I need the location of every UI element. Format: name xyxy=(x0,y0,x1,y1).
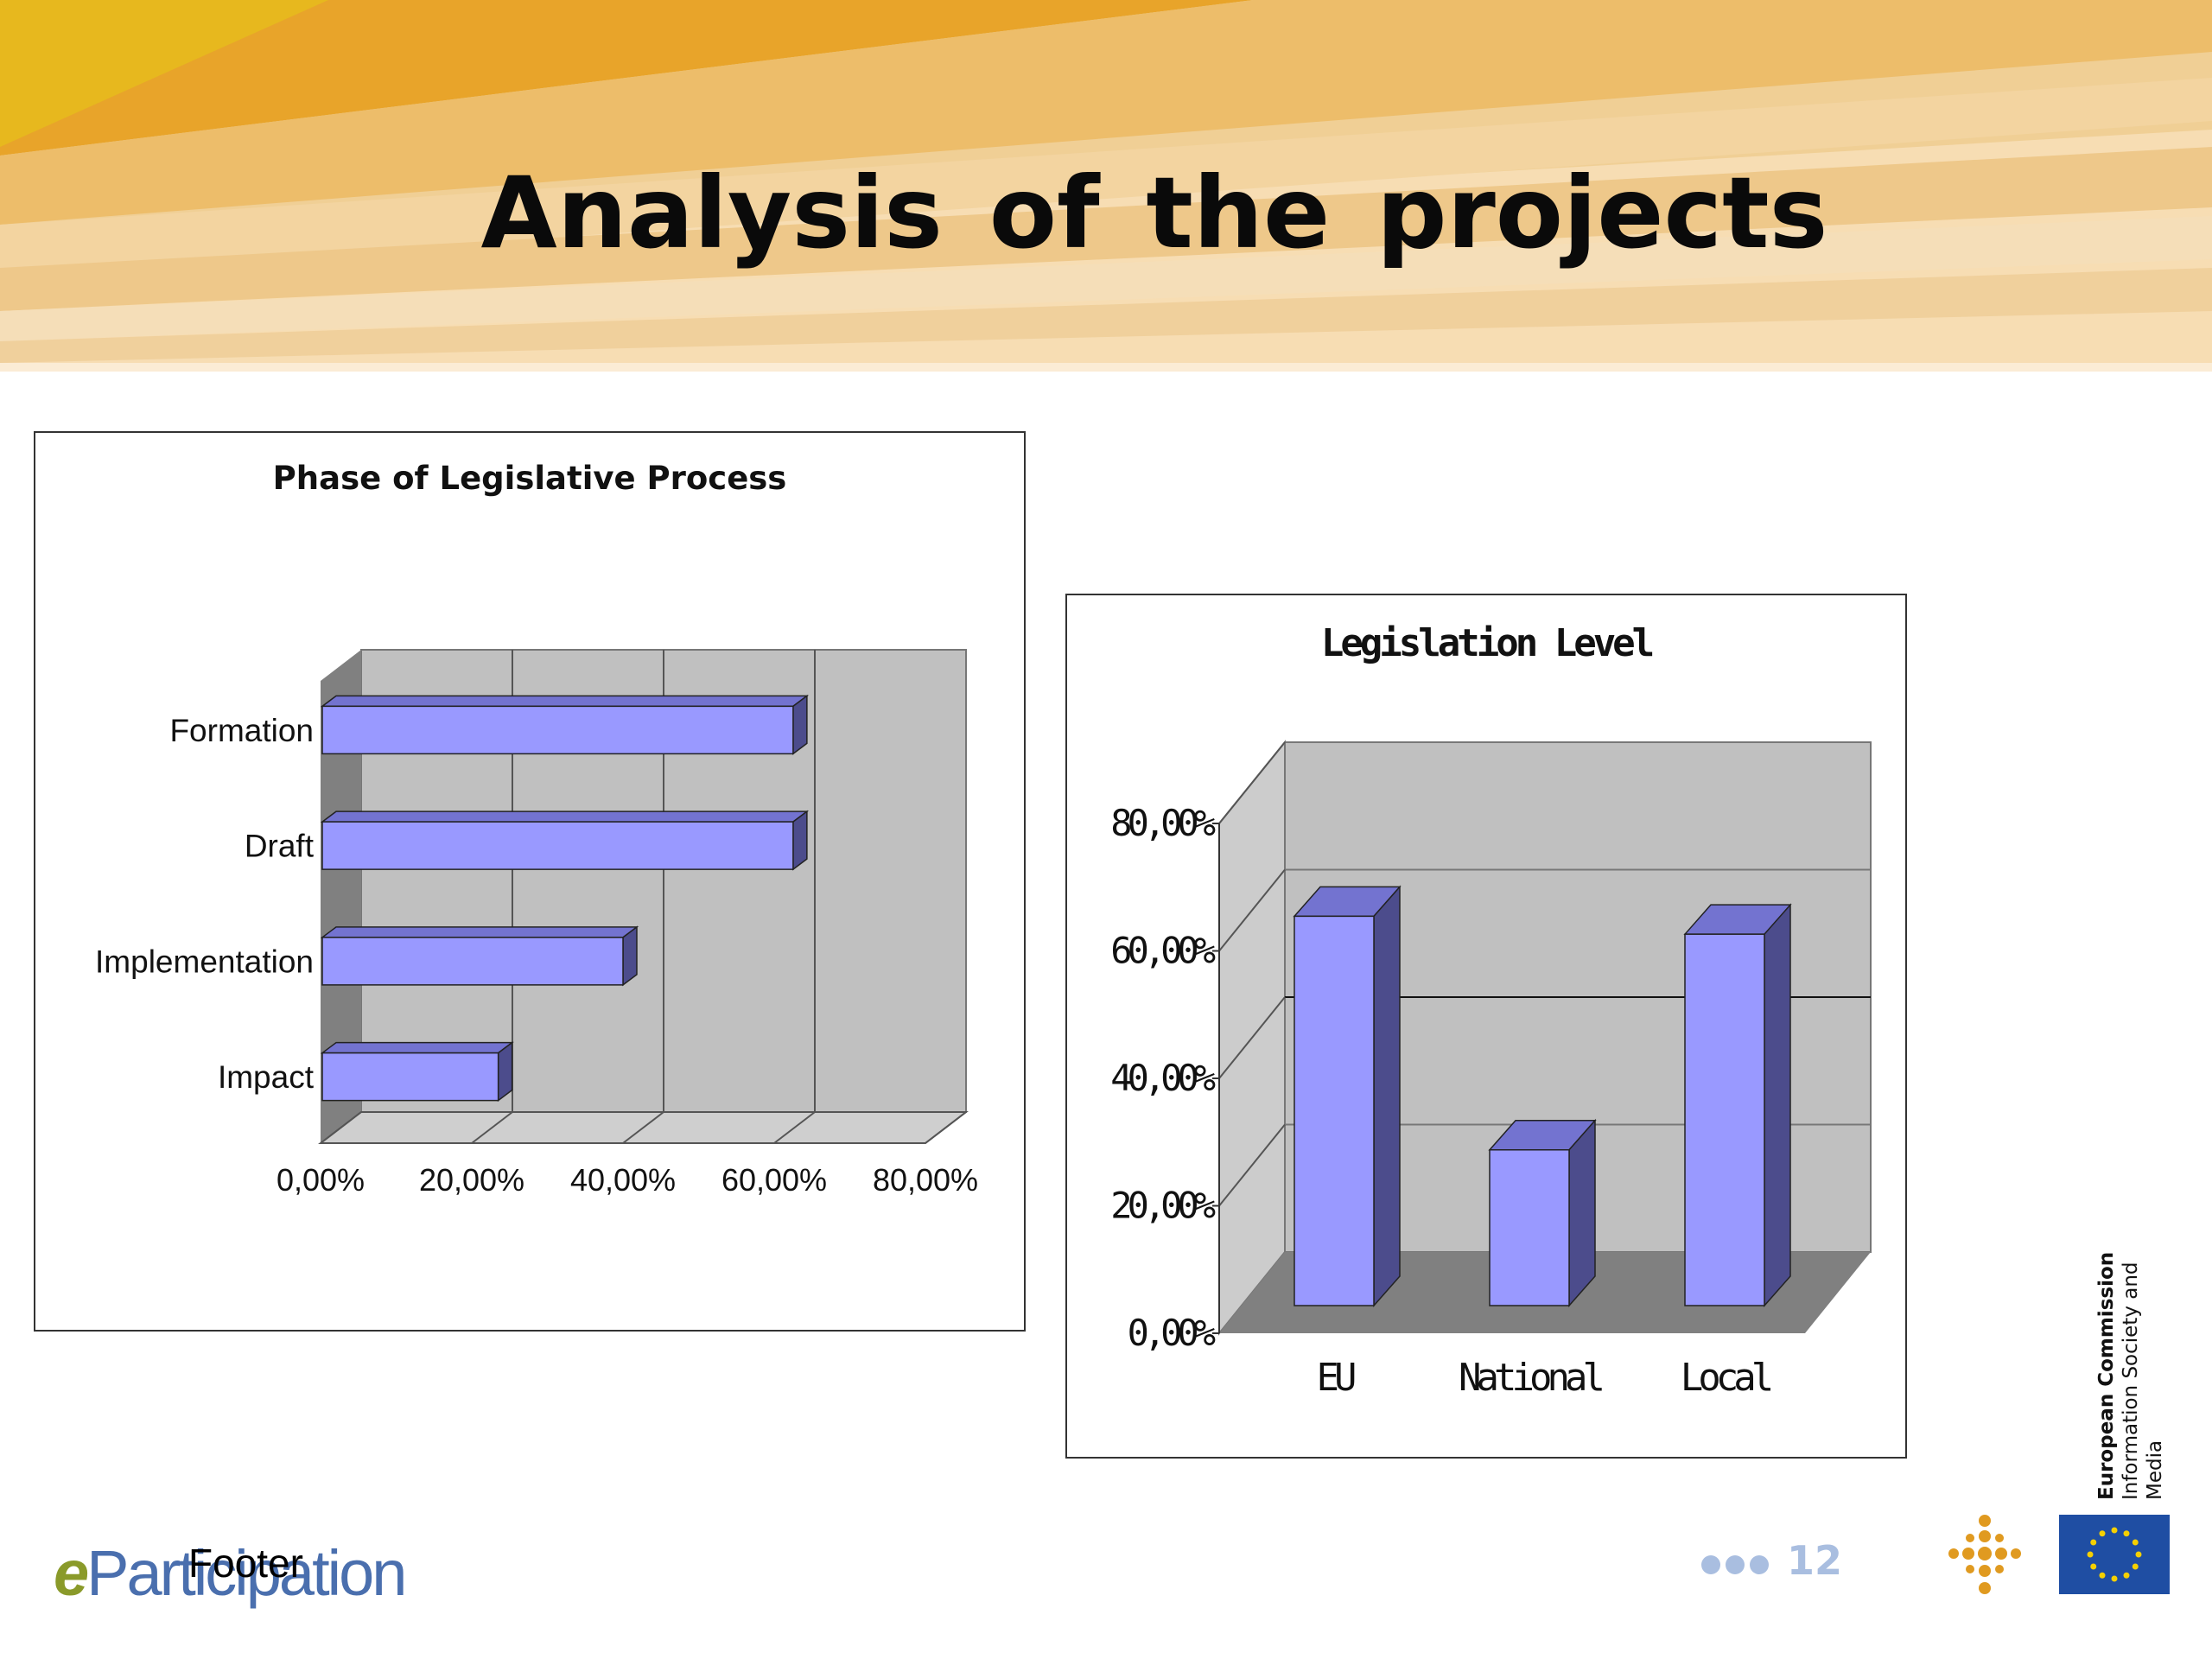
eu-star xyxy=(2132,1539,2139,1546)
bar-face xyxy=(321,821,794,870)
y-tick-label: 20,00% xyxy=(1110,1185,1215,1227)
side-gridline xyxy=(1218,868,1286,952)
column xyxy=(1293,885,1402,1307)
y-category-label: Formation xyxy=(169,713,314,748)
bar-top xyxy=(320,926,639,938)
eu-star xyxy=(2135,1551,2142,1558)
floor-gridline xyxy=(925,1111,967,1144)
eu-star xyxy=(2132,1563,2139,1570)
bar-face xyxy=(321,1052,499,1102)
eu-star xyxy=(2111,1575,2118,1582)
column xyxy=(1683,903,1792,1307)
plot-side-wall xyxy=(321,650,361,1143)
commission-name: European Commission xyxy=(2095,1251,2118,1500)
floor-gridline xyxy=(773,1111,816,1144)
eu-flag-icon xyxy=(2059,1515,2170,1594)
side-gridline xyxy=(1218,741,1286,824)
floor-gridline xyxy=(471,1111,513,1144)
eu-star xyxy=(2123,1530,2130,1537)
x-tick-label: 0,00% xyxy=(276,1162,365,1198)
eu-star xyxy=(2111,1527,2118,1534)
column xyxy=(1488,1118,1597,1307)
column-face xyxy=(1489,1149,1570,1306)
eu-star xyxy=(2087,1551,2094,1558)
chart-title: Phase of Legislative Process xyxy=(273,460,787,497)
bar-top xyxy=(320,1041,514,1054)
european-commission-text: European Commission Information Society … xyxy=(2094,1206,2166,1500)
bar xyxy=(320,810,810,871)
x-tick-label: 60,00% xyxy=(721,1162,827,1198)
x-tick-label: 80,00% xyxy=(873,1162,978,1198)
footer-text: Footer xyxy=(188,1541,303,1586)
y-tick-label: 80,00% xyxy=(1110,802,1215,844)
eu-star xyxy=(2099,1572,2106,1579)
x-category-label: Local xyxy=(1681,1356,1771,1400)
chart-phase-svg: Phase of Legislative Process 0,00% 20,00% 4… xyxy=(95,460,978,1198)
bar-face xyxy=(321,937,624,986)
chart-level-svg: Legislation Level 0,00% 20,00% 40,00% 60,00%… xyxy=(1110,621,1872,1400)
column-side xyxy=(1373,885,1401,1307)
chart-legislation-level: Legislation Level 0,00% 20,00% 40,00% 60,00%… xyxy=(1065,594,1907,1459)
x-category-label: EU xyxy=(1317,1356,1355,1400)
bar-top xyxy=(320,810,810,823)
bar-top xyxy=(320,695,810,708)
floor-gridline xyxy=(622,1111,664,1144)
bar-side xyxy=(792,694,808,755)
bar-side xyxy=(497,1041,513,1103)
bar xyxy=(320,694,810,755)
bar-side xyxy=(792,810,808,871)
y-category-label: Impact xyxy=(218,1059,315,1095)
commission-dg: Information Society and Media xyxy=(2120,1262,2166,1500)
side-gridline xyxy=(1218,1123,1286,1207)
eu-star xyxy=(2090,1563,2097,1570)
x-category-label: National xyxy=(1459,1356,1602,1400)
dotted-cross-icon xyxy=(1948,1515,2021,1594)
y-tick-label: 60,00% xyxy=(1110,930,1215,972)
page-dots-icon xyxy=(1701,1555,1769,1574)
y-tick-label: 0,00% xyxy=(1128,1312,1216,1354)
bar-side xyxy=(622,925,638,987)
column-face xyxy=(1684,933,1765,1306)
y-tick-label: 40,00% xyxy=(1110,1057,1215,1099)
header-banner xyxy=(0,0,2212,372)
bar-face xyxy=(321,705,794,755)
x-tick-label: 20,00% xyxy=(419,1162,524,1198)
bar xyxy=(320,925,639,987)
floor-gridline xyxy=(320,1111,362,1144)
eu-star xyxy=(2123,1572,2130,1579)
page-number: 12 xyxy=(1787,1537,1843,1584)
logo-text: Participation xyxy=(86,1537,407,1609)
chart-title: Legislation Level xyxy=(1321,621,1653,665)
logo-letter: e xyxy=(54,1537,89,1609)
bar xyxy=(320,1041,514,1103)
eu-star xyxy=(2090,1539,2097,1546)
side-gridline xyxy=(1218,996,1286,1079)
chart-phase-of-legislative-process: Phase of Legislative Process 0,00% 20,00% 4… xyxy=(34,431,1026,1332)
column-side xyxy=(1764,903,1791,1307)
eparticipation-logo: eParticipation xyxy=(54,1536,407,1610)
column-face xyxy=(1294,915,1375,1306)
slide-title: Analysis of the projects xyxy=(480,156,1828,270)
y-category-label: Implementation xyxy=(95,944,314,979)
column-side xyxy=(1568,1118,1596,1307)
eu-star xyxy=(2099,1530,2106,1537)
x-tick-label: 40,00% xyxy=(570,1162,676,1198)
y-category-label: Draft xyxy=(245,829,315,864)
